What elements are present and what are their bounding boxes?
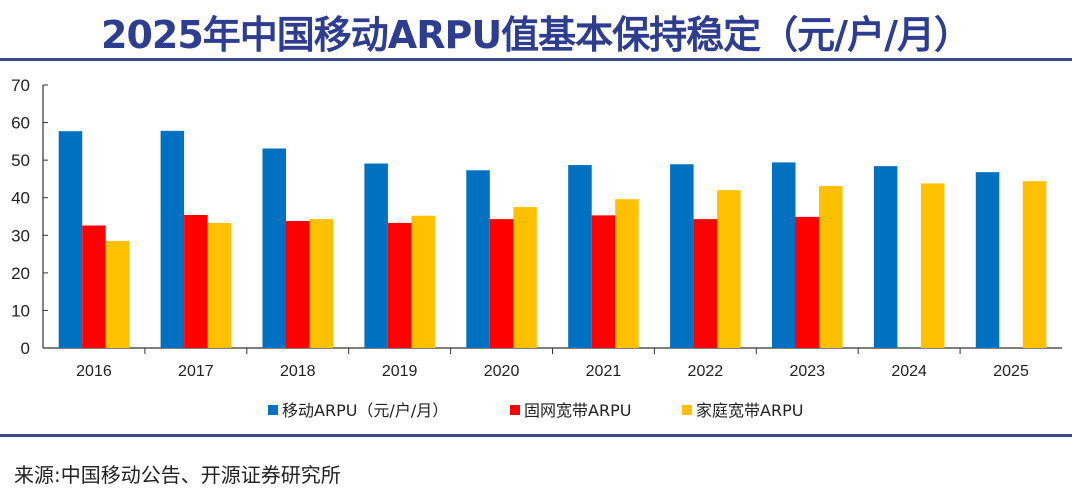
bar-2-2021	[615, 199, 639, 348]
legend-swatch	[682, 405, 692, 415]
bar-2-2019	[411, 215, 435, 348]
bar-0-2020	[466, 170, 490, 348]
legend-label: 移动ARPU（元/户/月）	[282, 401, 448, 420]
y-tick-label: 50	[11, 151, 30, 170]
y-tick-label: 40	[11, 189, 30, 208]
legend-swatch	[268, 405, 278, 415]
bar-0-2018	[262, 148, 286, 348]
bar-0-2024	[873, 166, 898, 348]
x-tick-label: 2017	[178, 363, 214, 380]
bar-0-2022	[670, 164, 694, 348]
y-tick-label: 70	[11, 76, 30, 95]
legend-label: 家庭宽带ARPU	[696, 401, 803, 420]
page-title: 2025年中国移动ARPU值基本保持稳定（元/户/月）	[101, 13, 972, 57]
y-tick-label: 0	[21, 339, 30, 358]
bar-1-2016	[82, 225, 106, 348]
bar-2-2022	[717, 190, 741, 348]
x-tick-label: 2020	[484, 363, 520, 380]
bar-1-2021	[591, 215, 616, 348]
y-tick-label: 10	[11, 301, 30, 320]
bar-0-2025	[975, 172, 1000, 348]
x-tick-label: 2021	[586, 363, 622, 380]
bar-2-2017	[207, 222, 232, 348]
bar-1-2023	[795, 216, 819, 348]
bottom-divider	[0, 434, 1072, 437]
bar-0-2023	[772, 162, 796, 348]
bar-2-2024	[920, 183, 945, 348]
bar-1-2020	[489, 219, 514, 348]
y-tick-label: 20	[11, 264, 30, 283]
bar-1-2018	[286, 221, 310, 348]
x-tick-label: 2018	[280, 363, 316, 380]
bar-2-2016	[105, 240, 130, 348]
x-tick-label: 2022	[688, 363, 724, 380]
bar-2-2025	[1022, 181, 1047, 348]
bar-0-2017	[160, 130, 185, 348]
bar-2-2023	[819, 186, 843, 348]
x-tick-label: 2016	[76, 363, 112, 380]
x-tick-label: 2019	[382, 363, 418, 380]
bar-1-2019	[387, 222, 412, 348]
x-tick-label: 2025	[993, 363, 1029, 380]
x-tick-label: 2024	[891, 363, 927, 380]
bar-2-2020	[513, 207, 537, 348]
bar-1-2022	[693, 219, 718, 348]
x-tick-label: 2023	[789, 363, 825, 380]
bar-chart: 0 10 20 30 40 50 60 70 2016 2017 2018 2019 2020 2021 2…	[11, 76, 1062, 420]
title-divider	[0, 58, 1072, 61]
bar-1-2017	[184, 214, 208, 348]
bar-0-2021	[568, 165, 592, 348]
legend-swatch	[510, 405, 520, 415]
y-tick-label: 60	[11, 114, 30, 133]
bar-0-2019	[364, 163, 388, 348]
legend-label: 固网宽带ARPU	[524, 401, 631, 420]
y-tick-label: 30	[11, 226, 30, 245]
bar-0-2016	[58, 131, 83, 348]
source-note: 来源:中国移动公告、开源证券研究所	[14, 463, 341, 487]
bar-2-2018	[309, 219, 333, 348]
